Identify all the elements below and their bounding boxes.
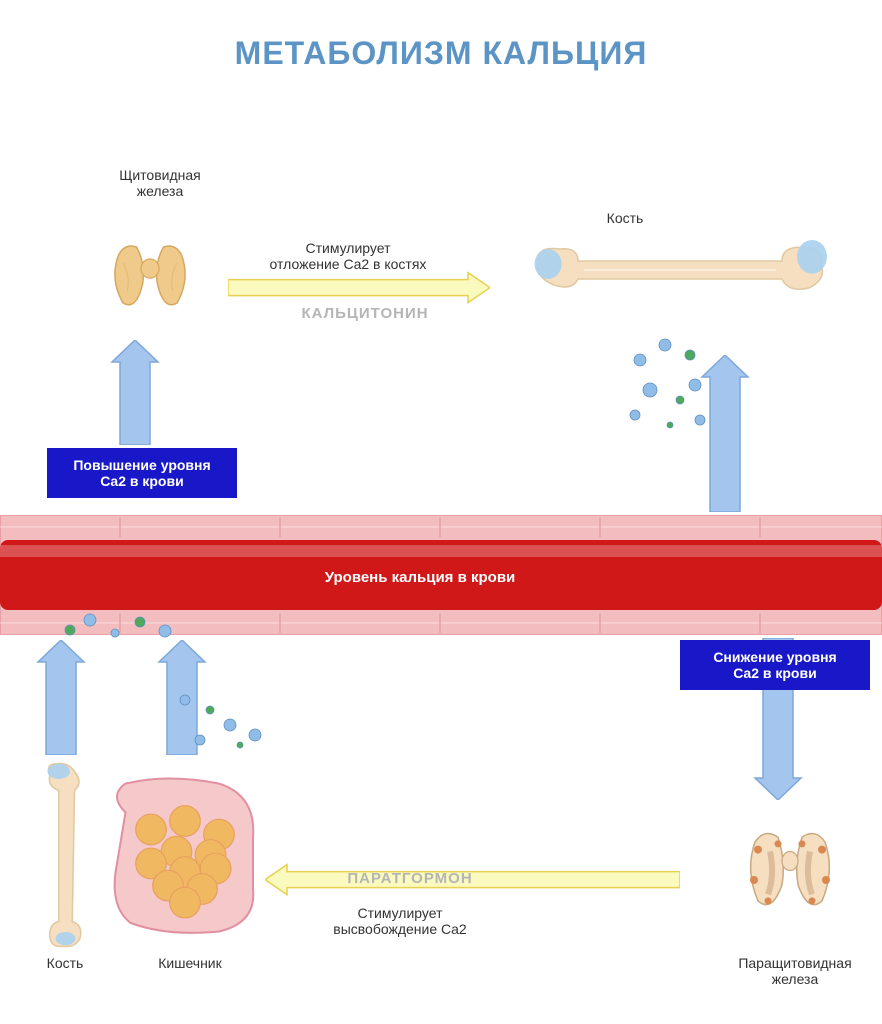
parathyroid-icon (740, 823, 840, 918)
stimulates-release-label: Стимулируетвысвобождение Ca2 (300, 905, 500, 937)
calcium-dots-3 (150, 660, 270, 780)
thyroid-label: Щитовиднаяжелеза (105, 167, 215, 199)
calcitonin-label: КАЛЬЦИТОНИН (290, 305, 440, 322)
blood-level-badge: Уровень кальция в крови (290, 560, 550, 594)
decrease-badge: Снижение уровняCa2 в крови (680, 640, 870, 690)
bone-bottom-icon (43, 760, 88, 950)
arrow-blue-1 (105, 340, 165, 445)
bone-bottom-label: Кость (35, 955, 95, 971)
bone-top-label: Кость (595, 210, 655, 226)
intestine-icon (100, 770, 270, 940)
bone-top-icon (530, 240, 830, 300)
parathyroid-label: Паращитовиднаяжелеза (720, 955, 870, 987)
parathormone-label: ПАРАТГОРМОН (335, 870, 485, 887)
increase-badge: Повышение уровняCa2 в крови (47, 448, 237, 498)
thyroid-top-icon (105, 235, 195, 315)
stimulates-deposit-label: Стимулируетотложение Ca2 в костях (248, 240, 448, 272)
page-title: МЕТАБОЛИЗМ КАЛЬЦИЯ (235, 35, 648, 72)
arrow-yellow-1 (228, 270, 490, 305)
intestine-label: Кишечник (145, 955, 235, 971)
calcium-dots-1 (620, 330, 740, 450)
